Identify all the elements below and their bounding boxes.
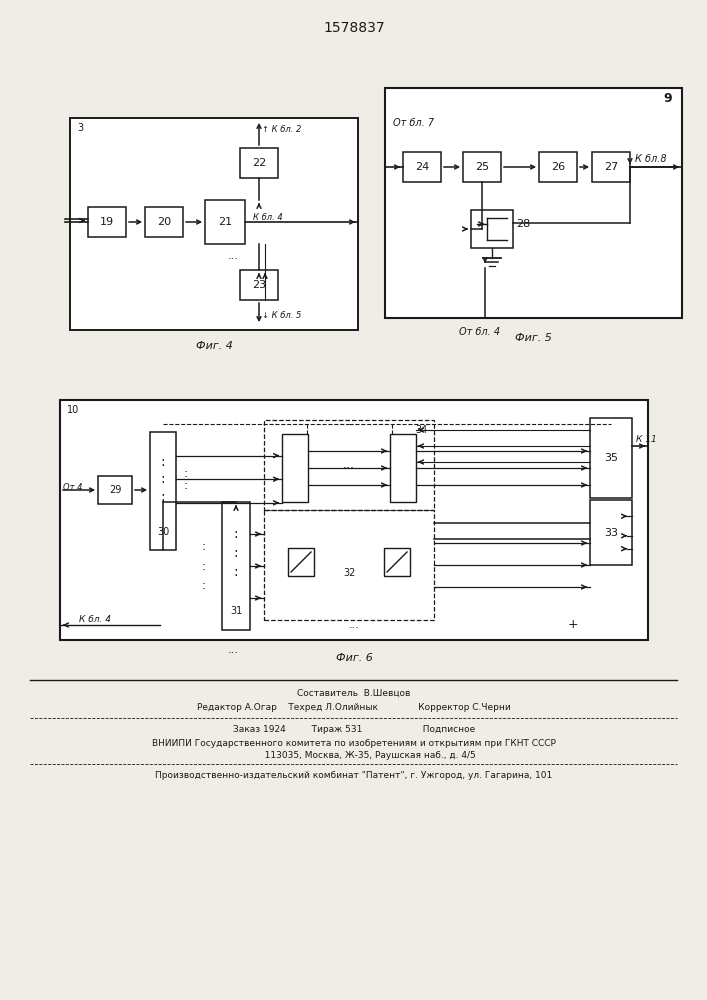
Text: 21: 21 bbox=[218, 217, 232, 227]
FancyBboxPatch shape bbox=[590, 418, 632, 498]
FancyBboxPatch shape bbox=[592, 152, 630, 182]
Text: 29: 29 bbox=[109, 485, 121, 495]
Text: :: : bbox=[184, 479, 188, 492]
Text: ...: ... bbox=[343, 458, 355, 472]
FancyBboxPatch shape bbox=[70, 118, 358, 330]
FancyBboxPatch shape bbox=[463, 152, 501, 182]
Text: 30: 30 bbox=[157, 527, 169, 537]
FancyBboxPatch shape bbox=[240, 148, 278, 178]
Text: :: : bbox=[234, 546, 238, 560]
Text: 33: 33 bbox=[604, 528, 618, 538]
FancyBboxPatch shape bbox=[145, 207, 183, 237]
Text: Фиг. 4: Фиг. 4 bbox=[196, 341, 233, 351]
Text: :: : bbox=[202, 560, 206, 572]
Text: :: : bbox=[234, 527, 238, 541]
Text: :: : bbox=[234, 565, 238, 579]
Text: Производственно-издательский комбинат "Патент", г. Ужгород, ул. Гагарина, 101: Производственно-издательский комбинат "П… bbox=[156, 772, 553, 780]
FancyBboxPatch shape bbox=[590, 500, 632, 565]
Text: К бл. 4: К бл. 4 bbox=[79, 614, 111, 624]
Text: 1578837: 1578837 bbox=[323, 21, 385, 35]
Text: ↑ К бл. 2: ↑ К бл. 2 bbox=[262, 125, 301, 134]
Text: 9: 9 bbox=[663, 92, 672, 104]
Text: :: : bbox=[160, 490, 165, 504]
FancyBboxPatch shape bbox=[390, 434, 416, 502]
FancyBboxPatch shape bbox=[98, 476, 132, 504]
Text: От бл. 7: От бл. 7 bbox=[393, 118, 434, 128]
Text: 35: 35 bbox=[604, 453, 618, 463]
Text: 27: 27 bbox=[604, 162, 618, 172]
Text: ↓ К бл. 5: ↓ К бл. 5 bbox=[262, 312, 301, 320]
Text: 34: 34 bbox=[416, 425, 428, 435]
Text: 10: 10 bbox=[67, 405, 79, 415]
FancyBboxPatch shape bbox=[222, 502, 250, 630]
FancyBboxPatch shape bbox=[88, 207, 126, 237]
Text: 3: 3 bbox=[77, 123, 83, 133]
Text: 19: 19 bbox=[100, 217, 114, 227]
Text: От бл. 4: От бл. 4 bbox=[460, 327, 501, 337]
Text: 28: 28 bbox=[516, 219, 530, 229]
Text: 26: 26 bbox=[551, 162, 565, 172]
FancyBboxPatch shape bbox=[403, 152, 441, 182]
Text: ВНИИПИ Государственного комитета по изобретениям и открытиям при ГКНТ СССР: ВНИИПИ Государственного комитета по изоб… bbox=[152, 738, 556, 748]
FancyBboxPatch shape bbox=[240, 270, 278, 300]
Text: 32: 32 bbox=[343, 568, 355, 578]
Text: :: : bbox=[184, 467, 188, 480]
Text: +: + bbox=[568, 618, 578, 632]
FancyBboxPatch shape bbox=[150, 432, 176, 550]
Text: :: : bbox=[160, 472, 165, 486]
Text: 20: 20 bbox=[157, 217, 171, 227]
FancyBboxPatch shape bbox=[282, 434, 308, 502]
Text: 22: 22 bbox=[252, 158, 266, 168]
Text: 113035, Москва, Ж-35, Раушская наб., д. 4/5: 113035, Москва, Ж-35, Раушская наб., д. … bbox=[233, 750, 475, 760]
Text: ...: ... bbox=[349, 620, 359, 630]
Text: :: : bbox=[202, 579, 206, 592]
Text: ...: ... bbox=[228, 251, 238, 261]
Text: 31: 31 bbox=[230, 606, 242, 616]
FancyBboxPatch shape bbox=[384, 548, 410, 576]
Text: Фиг. 6: Фиг. 6 bbox=[336, 653, 373, 663]
FancyBboxPatch shape bbox=[539, 152, 577, 182]
Text: К бл.8: К бл.8 bbox=[635, 154, 667, 164]
Text: Заказ 1924         Тираж 531                     Подписное: Заказ 1924 Тираж 531 Подписное bbox=[233, 726, 475, 734]
FancyBboxPatch shape bbox=[385, 88, 682, 318]
Text: 23: 23 bbox=[252, 280, 266, 290]
FancyBboxPatch shape bbox=[471, 210, 513, 248]
Text: К бл. 4: К бл. 4 bbox=[253, 213, 283, 222]
FancyBboxPatch shape bbox=[205, 200, 245, 244]
Text: 25: 25 bbox=[475, 162, 489, 172]
Text: Составитель  В.Шевцов: Составитель В.Шевцов bbox=[298, 688, 411, 698]
FancyBboxPatch shape bbox=[288, 548, 314, 576]
Text: ...: ... bbox=[228, 645, 238, 655]
Text: К 11: К 11 bbox=[636, 436, 657, 444]
Text: :: : bbox=[160, 454, 165, 468]
Text: 24: 24 bbox=[415, 162, 429, 172]
Text: От 4: От 4 bbox=[63, 484, 83, 492]
Text: :: : bbox=[202, 540, 206, 553]
Text: Редактор А.Огар    Техред Л.Олийнык              Корректор С.Черни: Редактор А.Огар Техред Л.Олийнык Коррект… bbox=[197, 702, 511, 712]
Text: Фиг. 5: Фиг. 5 bbox=[515, 333, 552, 343]
FancyBboxPatch shape bbox=[60, 400, 648, 640]
